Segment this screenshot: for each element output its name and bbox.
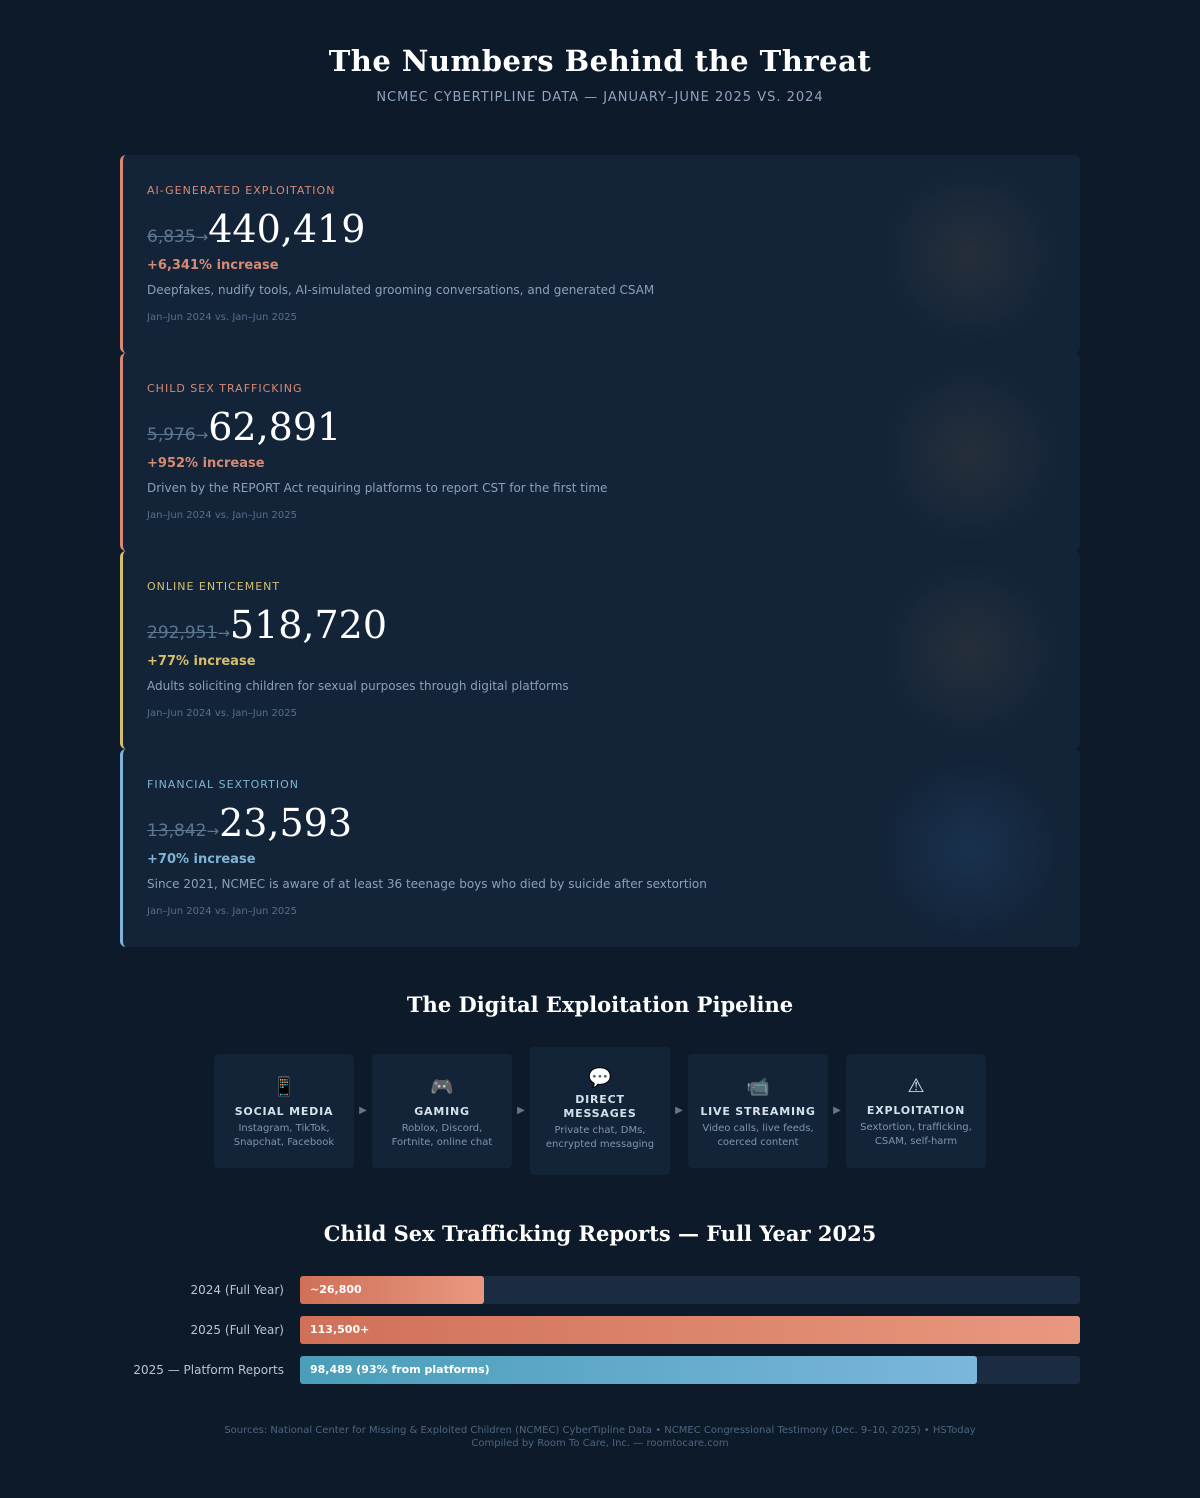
bar: 113,500+ <box>300 1316 1080 1344</box>
arrow-right-icon: → <box>195 228 209 246</box>
stat-old-value: 292,951 <box>147 623 218 643</box>
stat-new-value: 62,891 <box>208 405 342 449</box>
video-camera-icon: 📹 <box>746 1076 770 1098</box>
bar: ~26,800 <box>300 1276 484 1304</box>
stat-period: Jan–Jun 2024 vs. Jan–Jun 2025 <box>147 312 297 323</box>
pipeline-step-exploitation: ⚠ EXPLOITATION Sextortion, trafficking, … <box>846 1054 986 1168</box>
bar-category-label: 2025 (Full Year) <box>190 1323 284 1337</box>
stat-label: AI-GENERATED EXPLOITATION <box>147 184 336 197</box>
bar-category-label: 2024 (Full Year) <box>190 1283 284 1297</box>
pipeline-title: The Digital Exploitation Pipeline <box>406 992 794 1017</box>
arrow-right-icon: → <box>195 426 209 444</box>
pipeline-step-description: Sextortion, trafficking, CSAM, self-harm <box>860 1122 972 1147</box>
chart-title: Child Sex Trafficking Reports — Full Yea… <box>323 1221 877 1246</box>
stat-description: Driven by the REPORT Act requiring platf… <box>147 481 608 495</box>
pipeline-arrow-icon: ▶ <box>675 1105 683 1116</box>
game-controller-icon: 🎮 <box>430 1076 454 1098</box>
stat-old-value: 13,842 <box>147 821 207 841</box>
pipeline-step-description: Video calls, live feeds, coerced content <box>702 1123 814 1148</box>
stat-label: CHILD SEX TRAFFICKING <box>147 382 303 395</box>
bar-value-label: ~26,800 <box>310 1283 362 1296</box>
stat-new-value: 518,720 <box>229 603 388 647</box>
pipeline-step-name: LIVE STREAMING <box>700 1105 816 1118</box>
pipeline-step-gaming: 🎮 GAMING Roblox, Discord, Fortnite, onli… <box>372 1054 512 1168</box>
bar-category-label: 2025 — Platform Reports <box>133 1363 284 1377</box>
stat-period: Jan–Jun 2024 vs. Jan–Jun 2025 <box>147 906 297 917</box>
stat-period: Jan–Jun 2024 vs. Jan–Jun 2025 <box>147 708 297 719</box>
pipeline-step-name: EXPLOITATION <box>866 1104 966 1117</box>
bar-track: ~26,800 <box>300 1276 1080 1304</box>
pipeline-step-name: GAMING <box>414 1105 470 1118</box>
pipeline-step-name: SOCIAL MEDIA <box>234 1105 334 1118</box>
card-glow-decoration <box>880 561 1060 741</box>
stat-description: Adults soliciting children for sexual pu… <box>147 679 569 693</box>
warning-icon: ⚠ <box>907 1075 925 1097</box>
stat-new-value: 440,419 <box>208 207 366 251</box>
exploitation-pipeline: 📱 SOCIAL MEDIA Instagram, TikTok, Snapch… <box>214 1047 986 1177</box>
stat-old-value: 5,976 <box>147 425 196 445</box>
pipeline-step-description: Private chat, DMs, encrypted messaging <box>545 1125 655 1150</box>
pipeline-step-live-streaming: 📹 LIVE STREAMING Video calls, live feeds… <box>688 1054 828 1168</box>
card-glow-decoration <box>880 759 1060 939</box>
stat-card-ai-exploitation: AI-GENERATED EXPLOITATION 6,835→440,419 … <box>120 155 1080 353</box>
stat-change: +70% increase <box>147 852 256 867</box>
stat-card-child-sex-trafficking: CHILD SEX TRAFFICKING 5,976→62,891 +952%… <box>120 353 1080 551</box>
page-title: The Numbers Behind the Threat <box>328 44 872 78</box>
stat-label: ONLINE ENTICEMENT <box>147 580 281 593</box>
card-glow-decoration <box>880 165 1060 345</box>
stat-label: FINANCIAL SEXTORTION <box>147 778 299 791</box>
stat-old-value: 6,835 <box>147 227 196 247</box>
pipeline-step-social-media: 📱 SOCIAL MEDIA Instagram, TikTok, Snapch… <box>214 1054 354 1168</box>
card-glow-decoration <box>880 363 1060 543</box>
stat-card-financial-sextortion: FINANCIAL SEXTORTION 13,842→23,593 +70% … <box>120 749 1080 947</box>
arrow-right-icon: → <box>217 624 230 642</box>
pipeline-step-name: DIRECT MESSAGES <box>563 1093 637 1120</box>
pipeline-arrow-icon: ▶ <box>833 1105 841 1116</box>
stat-cards: AI-GENERATED EXPLOITATION 6,835→440,419 … <box>120 155 1080 947</box>
stat-description: Since 2021, NCMEC is aware of at least 3… <box>147 877 707 891</box>
bar-track: 98,489 (93% from platforms) <box>300 1356 1080 1384</box>
pipeline-arrow-icon: ▶ <box>359 1105 367 1116</box>
pipeline-arrow-icon: ▶ <box>517 1105 525 1116</box>
bar: 98,489 (93% from platforms) <box>300 1356 977 1384</box>
footer: Sources: National Center for Missing & E… <box>0 1424 1200 1450</box>
pipeline-step-description: Instagram, TikTok, Snapchat, Facebook <box>233 1123 335 1148</box>
bar-row: 2024 (Full Year) ~26,800 <box>0 1276 1200 1304</box>
stat-description: Deepfakes, nudify tools, AI-simulated gr… <box>147 283 655 297</box>
footer-sources: Sources: National Center for Missing & E… <box>224 1425 976 1436</box>
bar-track: 113,500+ <box>300 1316 1080 1344</box>
stat-card-online-enticement: ONLINE ENTICEMENT 292,951→518,720 +77% i… <box>120 551 1080 749</box>
bar-value-label: 98,489 (93% from platforms) <box>310 1363 490 1376</box>
arrow-right-icon: → <box>206 822 220 840</box>
stat-change: +77% increase <box>147 654 256 669</box>
stat-new-value: 23,593 <box>219 801 353 845</box>
stat-change: +952% increase <box>147 456 265 471</box>
bar-row: 2025 — Platform Reports 98,489 (93% from… <box>0 1356 1200 1384</box>
stat-period: Jan–Jun 2024 vs. Jan–Jun 2025 <box>147 510 297 521</box>
stat-change: +6,341% increase <box>147 258 279 273</box>
mobile-phone-icon: 📱 <box>272 1076 296 1098</box>
pipeline-step-description: Roblox, Discord, Fortnite, online chat <box>391 1123 493 1148</box>
footer-credit: Compiled by Room To Care, Inc. — roomtoc… <box>471 1438 729 1449</box>
bar-row: 2025 (Full Year) 113,500+ <box>0 1316 1200 1344</box>
page-subtitle: NCMEC CYBERTIPLINE DATA — JANUARY–JUNE 2… <box>376 90 824 105</box>
pipeline-step-direct-messages: 💬 DIRECT MESSAGES Private chat, DMs, enc… <box>530 1047 670 1175</box>
bar-value-label: 113,500+ <box>310 1323 370 1336</box>
chat-bubble-icon: 💬 <box>588 1067 612 1089</box>
